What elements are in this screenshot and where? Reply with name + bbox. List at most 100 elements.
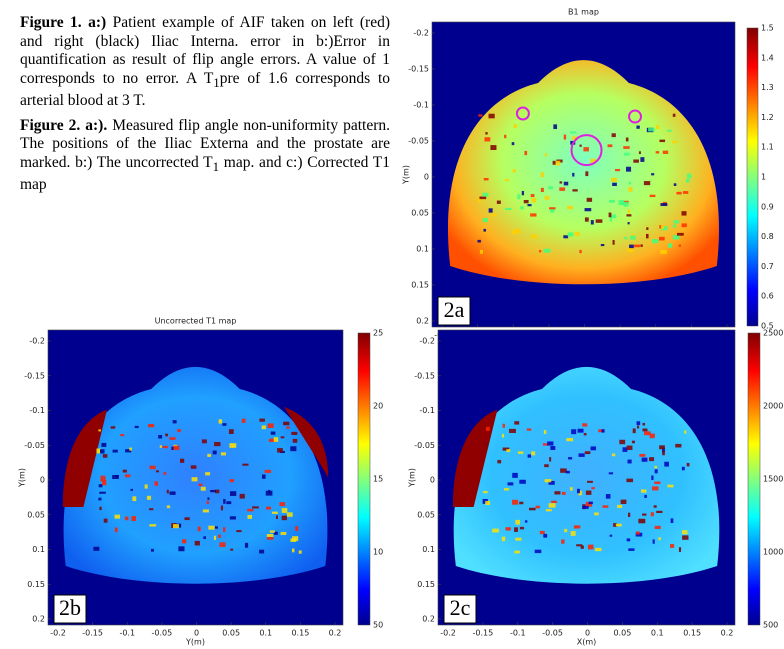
subscript: 1 [213,74,220,90]
speckle [512,499,519,505]
speckle [122,469,127,473]
speckle [190,465,197,469]
speckle [513,124,517,129]
speckle [633,244,640,248]
speckle [521,190,525,196]
speckle [98,429,101,432]
speckle [585,490,592,495]
speckle [583,147,589,152]
speckle [590,158,597,163]
speckle [172,524,179,529]
speckle [154,481,158,486]
speckle [656,510,663,513]
speckle [228,429,234,434]
y-tick-label: 0 [40,476,45,485]
x-tick-label: 0 [585,629,590,638]
speckle [565,470,570,474]
speckle [539,250,542,253]
speckle [287,512,293,517]
iliac-marker [515,106,530,121]
speckle [200,486,206,491]
speckle [552,160,556,165]
speckle [242,463,249,466]
speckle [627,248,634,253]
speckle [173,445,180,451]
x-tick-label: 0.15 [683,629,701,638]
speckle [286,426,290,429]
y-tick-label: 0.1 [416,245,429,254]
speckle [231,445,234,448]
speckle [563,235,569,239]
speckle [265,490,273,496]
y-axis-label: Y(m) [408,468,417,488]
speckle [103,518,108,523]
speckle [509,428,516,433]
speckle [570,487,573,491]
colorbar-label: 1500 [763,475,783,484]
speckle [579,249,582,254]
speckle [655,151,660,154]
x-axis-label: X(m) [577,638,597,647]
speckle [636,125,640,129]
speckle [660,249,667,255]
speckle [269,530,275,533]
caption: Figure 1. a:) Patient example of AIF tak… [20,14,390,280]
speckle [531,234,538,239]
speckle [655,125,660,130]
speckle [626,445,633,451]
speckle [626,166,632,172]
y-tick-label: -0.05 [408,137,429,146]
speckle [653,505,657,508]
speckle [612,240,615,245]
speckle [639,453,646,457]
y-tick-label: 0.15 [27,580,45,589]
speckle [658,537,661,541]
speckle [594,512,599,516]
speckle [685,178,690,183]
speckle [482,218,488,223]
speckle [229,479,234,483]
speckle [172,420,177,424]
speckle [539,530,545,535]
speckle [585,171,589,177]
speckle [667,484,674,488]
speckle [535,505,541,509]
speckle [100,477,106,482]
speckle [267,536,274,540]
y-tick-label: -0.15 [24,371,45,380]
speckle [570,531,576,536]
y-tick-label: 0.2 [422,615,435,624]
speckle [149,465,156,470]
speckle [277,448,283,453]
speckle [660,203,668,207]
x-tick-label: -0.2 [50,629,66,638]
speckle [687,173,692,179]
speckle [659,236,665,241]
speckle [644,431,651,436]
figure-label: Figure 2. a:). [20,116,108,134]
speckle [609,217,612,222]
speckle [629,244,634,249]
speckle [524,150,528,156]
x-tick-label: -0.1 [510,629,526,638]
speckle [124,474,131,478]
speckle [100,475,106,478]
speckle [638,151,641,155]
speckle [146,495,152,500]
speckle [194,540,200,546]
panel-label: 2c [450,595,471,620]
speckle [650,512,654,517]
x-tick-label: -0.05 [152,629,173,638]
speckle [642,428,648,432]
speckle [259,418,266,422]
speckle [120,434,125,437]
colorbar-label: 1.4 [761,53,774,62]
iliac-marker [628,109,643,124]
speckle [218,419,223,424]
speckle [112,449,118,453]
speckle [577,428,584,433]
speckle [110,426,116,429]
speckle [547,186,554,190]
speckle [568,457,573,460]
speckle [540,172,545,178]
